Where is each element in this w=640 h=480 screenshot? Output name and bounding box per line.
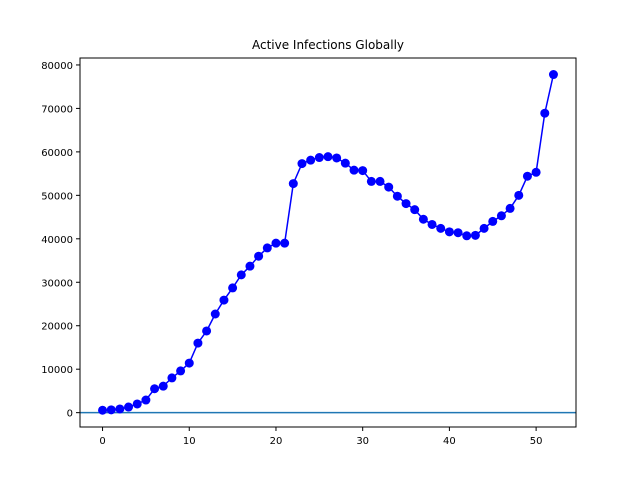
data-point (384, 182, 394, 192)
data-point (176, 366, 186, 376)
y-tick-label: 0 (67, 409, 73, 420)
axes-frame (79, 57, 577, 428)
x-tick-label: 0 (99, 436, 105, 447)
data-point (314, 153, 324, 163)
data-point (280, 238, 290, 248)
data-point (358, 166, 368, 176)
data-point (141, 395, 151, 405)
data-point (210, 309, 220, 319)
data-point (167, 373, 177, 383)
y-tick-label: 50000 (41, 191, 73, 202)
data-point (392, 191, 402, 201)
data-point (427, 219, 437, 229)
data-point (332, 153, 342, 163)
x-tick-label: 50 (530, 436, 543, 447)
data-point (418, 214, 428, 224)
y-tick-label: 10000 (41, 365, 73, 376)
data-point (124, 402, 134, 412)
data-point (184, 358, 194, 368)
x-tick-label: 10 (183, 436, 196, 447)
data-point (349, 165, 359, 175)
data-point (531, 167, 541, 177)
data-point (514, 190, 524, 200)
data-point (297, 159, 307, 169)
data-point (254, 251, 264, 261)
data-point (548, 70, 558, 80)
data-point (375, 176, 385, 186)
data-point (158, 381, 168, 391)
data-point (228, 283, 238, 293)
data-point (340, 158, 350, 168)
data-point (522, 171, 532, 181)
data-point (410, 205, 420, 215)
data-point (98, 405, 108, 415)
y-tick-label: 20000 (41, 322, 73, 333)
data-point (505, 203, 515, 213)
data-point (193, 338, 203, 348)
data-point (488, 216, 498, 226)
data-point (444, 227, 454, 237)
data-point (496, 211, 506, 221)
y-tick-label: 80000 (41, 61, 73, 72)
x-tick-label: 20 (270, 436, 283, 447)
y-tick-label: 40000 (41, 235, 73, 246)
data-point (436, 223, 446, 233)
data-point (115, 404, 125, 414)
data-point (262, 243, 272, 253)
data-point (236, 270, 246, 280)
data-point (453, 228, 463, 238)
data-point (401, 199, 411, 209)
data-point (219, 295, 229, 305)
data-point (245, 261, 255, 271)
x-tick-label: 40 (443, 436, 456, 447)
data-point (150, 384, 160, 394)
y-tick-label: 70000 (41, 104, 73, 115)
data-point (323, 152, 333, 162)
data-point (106, 405, 116, 415)
data-point (366, 176, 376, 186)
data-point (479, 223, 489, 233)
data-point (306, 155, 316, 165)
data-point (470, 230, 480, 240)
plot-area (80, 70, 576, 415)
data-point (202, 326, 212, 336)
data-point (132, 399, 142, 409)
y-tick-label: 30000 (41, 278, 73, 289)
data-point (540, 108, 550, 118)
data-point (288, 179, 298, 189)
data-point (271, 238, 281, 248)
x-tick-label: 30 (356, 436, 369, 447)
data-point (462, 231, 472, 241)
y-tick-label: 60000 (41, 148, 73, 159)
axes: 0 10 20 30 40 50 0 10000 20000 30000 40000 50000 600… (41, 61, 542, 447)
chart-title: Active Infections Globally (252, 38, 404, 52)
